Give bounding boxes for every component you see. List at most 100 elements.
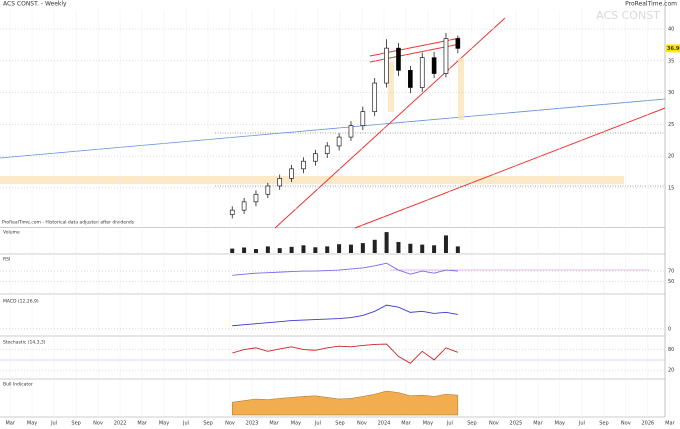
volume-bar [253, 249, 258, 253]
note: ProRealTime.com - Historical data adjust… [2, 220, 135, 226]
candle-body [265, 185, 271, 195]
volume-bar [420, 244, 425, 253]
volume-bar [432, 245, 437, 253]
x-tick-label: Mar [5, 421, 15, 427]
x-tick-label: Nov [357, 421, 367, 427]
y-tick-label: 20 [668, 154, 674, 160]
candle-body [348, 125, 354, 138]
candle-body [336, 136, 342, 147]
volume-bar [408, 243, 413, 253]
x-tick-label: Sep [335, 421, 344, 427]
indicator-line [232, 262, 458, 276]
x-tick-label: 2025 [510, 421, 523, 427]
indicator-line [232, 343, 459, 364]
candle-body [419, 57, 425, 88]
source: ProRealTime.com [625, 1, 677, 8]
x-tick-label: May [159, 421, 169, 427]
volume-bar [277, 248, 282, 253]
x-tick-label: Sep [71, 421, 80, 427]
x-tick-label: 2026 [641, 421, 654, 427]
x-tick-label: Jul [182, 421, 189, 427]
panel-title: MACD (12,26,9) [3, 299, 39, 305]
candle-body [455, 38, 461, 49]
volume-bar [337, 244, 342, 253]
panel-title: Bull Indicator [3, 382, 33, 388]
indicator-line [232, 304, 458, 327]
volume-bar [384, 232, 389, 253]
drawing-tools [0, 17, 666, 361]
candle-body [384, 47, 389, 84]
x-tick-label: Mar [137, 421, 147, 427]
candle-body [396, 47, 401, 71]
candle-body [241, 201, 247, 211]
candle-body [408, 70, 413, 88]
volume-bar [265, 246, 270, 253]
x-tick-label: Nov [225, 421, 235, 427]
x-tick-label: 2022 [114, 421, 127, 427]
x-tick-label: May [555, 421, 565, 427]
candle-body [431, 57, 437, 74]
candle-body [277, 178, 283, 187]
x-tick-label: Jul [578, 421, 585, 427]
x-tick-label: Sep [467, 421, 476, 427]
volume-bar [360, 243, 365, 253]
volume-bar [396, 242, 401, 253]
volume-bar [230, 248, 235, 253]
y-tick-label: 70 [668, 269, 674, 275]
x-tick-label: Sep [599, 421, 608, 427]
x-tick-label: Mar [665, 421, 675, 427]
y-tick-label: 30 [668, 90, 674, 96]
x-tick-label: Jul [314, 421, 321, 427]
x-tick-label: Nov [489, 421, 499, 427]
panel-title: Volume [3, 230, 20, 236]
volume-bar [325, 246, 330, 253]
volume-bar [242, 247, 247, 253]
x-tick-label: Jul [446, 421, 453, 427]
y-tick-label: 0 [668, 326, 671, 332]
y-tick-label: 25 [668, 122, 674, 128]
x-tick-label: 2024 [378, 421, 391, 427]
x-tick-label: Jul [50, 421, 57, 427]
volume-bar [443, 235, 448, 253]
indicator-area [231, 390, 459, 416]
candle-body [360, 111, 366, 126]
x-tick-label: Mar [401, 421, 411, 427]
candle-body [229, 209, 235, 215]
x-tick-label: Mar [269, 421, 279, 427]
x-tick-label: Mar [533, 421, 543, 427]
last-price-box [666, 44, 680, 53]
volume-bar [455, 246, 460, 253]
x-tick-label: Nov [621, 421, 631, 427]
x-tick-label: May [27, 421, 37, 427]
watermark: ACS CONST [596, 9, 660, 22]
y-tick-label: 50 [668, 279, 674, 285]
y-tick-label: 15 [668, 185, 674, 191]
panel-title: Stochastic (14,3,3) [3, 340, 46, 346]
candle-body [324, 145, 330, 154]
volume-bar [289, 246, 294, 253]
y-tick-label: 20 [668, 368, 674, 374]
x-tick-label: May [291, 421, 301, 427]
volume-bar [301, 245, 306, 253]
x-tick-label: 2023 [246, 421, 259, 427]
candle-body [253, 193, 259, 203]
candle-body [372, 82, 378, 112]
volume-bar [372, 239, 377, 253]
y-tick-label: 35 [668, 58, 674, 64]
x-tick-label: Nov [93, 421, 103, 427]
y-tick-label: 80 [668, 347, 674, 353]
panel-title: RSI [3, 257, 10, 263]
volume-bar [313, 247, 318, 253]
volume-bar [348, 244, 353, 253]
candle-body [301, 160, 306, 170]
chart-title: ACS CONST. - Weekly [3, 1, 67, 8]
last-price-label: 36.96 [667, 46, 680, 52]
candle-body [289, 168, 294, 179]
panel-separators [0, 0, 666, 418]
y-tick-label: 40 [668, 27, 674, 33]
candle-body [443, 38, 449, 74]
x-tick-label: Sep [203, 421, 212, 427]
x-tick-label: May [423, 421, 433, 427]
candle-body [313, 153, 318, 162]
